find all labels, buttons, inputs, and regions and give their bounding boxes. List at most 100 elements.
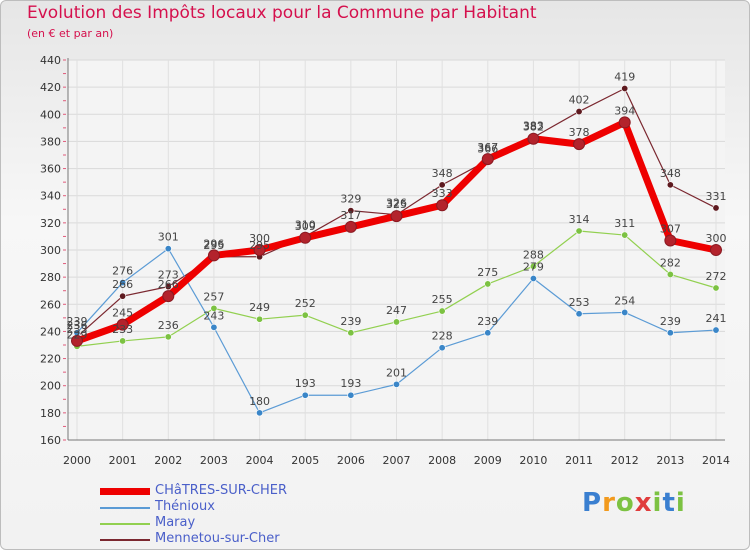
data-point xyxy=(621,231,629,239)
data-label: 310 xyxy=(295,218,316,231)
data-label: 272 xyxy=(706,270,727,283)
data-label: 348 xyxy=(660,167,681,180)
data-label: 239 xyxy=(660,315,681,328)
data-label: 295 xyxy=(203,239,224,252)
data-label: 300 xyxy=(706,232,727,245)
line-chart: 160 180 200 220 240 260 280 300 320 340 360 380 400 4… xyxy=(40,54,730,467)
data-label: 309 xyxy=(295,220,316,233)
data-label: 394 xyxy=(614,104,635,117)
data-label: 383 xyxy=(523,119,544,132)
data-point xyxy=(256,409,264,417)
data-label: 201 xyxy=(386,366,407,379)
data-label: 314 xyxy=(569,213,590,226)
data-label: 275 xyxy=(477,266,498,279)
data-point xyxy=(666,181,674,189)
data-point xyxy=(438,307,446,315)
data-label: 239 xyxy=(477,315,498,328)
x-tick-label: 2011 xyxy=(565,454,593,467)
data-point xyxy=(666,270,674,278)
data-label: 307 xyxy=(660,223,681,236)
x-tick-label: 2010 xyxy=(519,454,547,467)
data-label: 266 xyxy=(112,278,133,291)
data-label: 348 xyxy=(432,167,453,180)
data-point xyxy=(392,318,400,326)
y-tick-label: 160 xyxy=(40,434,61,447)
data-point xyxy=(575,310,583,318)
data-label: 255 xyxy=(432,293,453,306)
data-label: 247 xyxy=(386,304,407,317)
data-point xyxy=(301,311,309,319)
data-label: 180 xyxy=(249,395,270,408)
x-tick-label: 2006 xyxy=(337,454,365,467)
data-point xyxy=(712,326,720,334)
y-tick-label: 400 xyxy=(40,108,61,121)
data-label: 366 xyxy=(477,142,498,155)
data-point xyxy=(392,380,400,388)
data-label: 257 xyxy=(203,290,224,303)
data-point xyxy=(119,292,127,300)
x-tick-label: 2004 xyxy=(246,454,274,467)
legend-label: Mennetou-sur-Cher xyxy=(155,531,280,546)
data-label: 326 xyxy=(386,197,407,210)
data-point xyxy=(575,227,583,235)
x-tick-label: 2008 xyxy=(428,454,456,467)
y-tick-label: 380 xyxy=(40,135,61,148)
x-tick-label: 2012 xyxy=(611,454,639,467)
data-label: 317 xyxy=(340,209,361,222)
data-point xyxy=(347,329,355,337)
legend-swatch xyxy=(100,488,150,495)
data-label: 241 xyxy=(706,312,727,325)
data-point xyxy=(436,199,449,212)
data-point xyxy=(390,210,403,223)
data-point xyxy=(529,262,537,270)
data-point xyxy=(347,391,355,399)
data-point xyxy=(210,323,218,331)
data-label: 236 xyxy=(67,319,88,332)
data-point xyxy=(71,334,83,347)
data-label: 273 xyxy=(158,269,179,282)
legend-label: Thénioux xyxy=(155,499,215,514)
data-point xyxy=(299,231,312,244)
data-point xyxy=(621,308,629,316)
data-point xyxy=(573,138,586,151)
data-point xyxy=(618,116,631,129)
data-label: 233 xyxy=(112,323,133,336)
y-tick-label: 300 xyxy=(40,244,61,257)
data-point xyxy=(527,132,540,145)
data-point xyxy=(344,220,357,233)
y-tick-label: 200 xyxy=(40,380,61,393)
data-point xyxy=(712,284,720,292)
data-label: 239 xyxy=(67,315,88,328)
data-point xyxy=(484,280,492,288)
x-tick-label: 2001 xyxy=(109,454,137,467)
y-tick-label: 180 xyxy=(40,407,61,420)
proxiti-logo: Proxiti xyxy=(582,488,686,518)
data-label: 193 xyxy=(295,377,316,390)
y-tick-label: 240 xyxy=(40,325,61,338)
data-point xyxy=(712,204,720,212)
x-tick-label: 2003 xyxy=(200,454,228,467)
data-point xyxy=(119,337,127,345)
data-label: 300 xyxy=(249,232,270,245)
y-tick-label: 260 xyxy=(40,298,61,311)
data-point xyxy=(666,329,674,337)
legend-label: CHâTRES-SUR-CHER xyxy=(155,483,288,498)
data-point xyxy=(438,181,446,189)
data-label: 279 xyxy=(523,261,544,274)
x-tick-label: 2007 xyxy=(383,454,411,467)
legend-swatch xyxy=(100,539,150,541)
data-point xyxy=(210,304,218,312)
y-tick-label: 360 xyxy=(40,163,61,176)
data-point xyxy=(529,274,537,282)
x-tick-label: 2014 xyxy=(702,454,730,467)
y-tick-label: 420 xyxy=(40,81,61,94)
chart-subtitle: (en € et par an) xyxy=(27,27,114,40)
x-tick-label: 2009 xyxy=(474,454,502,467)
data-label: 295 xyxy=(249,239,270,252)
data-label: 301 xyxy=(158,231,179,244)
data-point xyxy=(484,329,492,337)
data-label: 236 xyxy=(158,319,179,332)
data-point xyxy=(207,249,220,262)
y-tick-label: 340 xyxy=(40,190,61,203)
data-point xyxy=(575,108,583,116)
